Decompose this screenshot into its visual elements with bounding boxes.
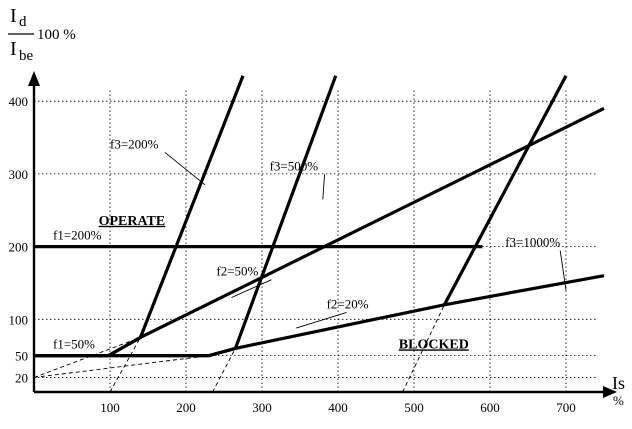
dashed-guide-line bbox=[109, 337, 141, 393]
characteristic-line bbox=[34, 75, 338, 358]
x-tick-label: 500 bbox=[404, 400, 424, 415]
annotation-label: f3=500% bbox=[270, 158, 319, 173]
axis-layer bbox=[28, 71, 617, 398]
dashed-guide-line bbox=[33, 355, 209, 378]
annotation-layer: f3=200% f3=500% f3=1000% f2=50% f2=20% f1=200… bbox=[53, 136, 567, 352]
characteristic-line bbox=[442, 75, 568, 306]
y-label-numerator-sub: d bbox=[19, 14, 27, 30]
characteristic-line bbox=[34, 274, 605, 358]
characteristic-line bbox=[107, 107, 605, 358]
annotation-leader-line bbox=[322, 174, 326, 200]
series-layer bbox=[34, 75, 605, 358]
y-axis-label: I d I be 100 % bbox=[8, 5, 76, 64]
dashed-guide-line bbox=[212, 348, 236, 393]
region-label: OPERATE bbox=[99, 214, 166, 229]
annotation-leader-line bbox=[164, 152, 206, 186]
y-label-numerator: I bbox=[10, 5, 17, 27]
tick-layer: 100 200 300 400 500 600 700 20 50 100 200 300 400 bbox=[9, 94, 576, 415]
x-tick-label: 100 bbox=[100, 400, 120, 415]
x-tick-label: 600 bbox=[480, 400, 500, 415]
x-label-main: Is bbox=[612, 373, 625, 393]
dashed-guide-line bbox=[33, 337, 141, 378]
guide-layer bbox=[33, 304, 445, 393]
y-tick-label: 50 bbox=[15, 349, 28, 364]
annotation-label: f1=50% bbox=[53, 336, 95, 351]
region-label: BLOCKED bbox=[399, 337, 469, 352]
y-tick-label: 400 bbox=[9, 94, 29, 109]
dashed-guide-line bbox=[402, 304, 445, 393]
annotation-label: f1=200% bbox=[53, 227, 102, 242]
y-label-denominator: I bbox=[10, 38, 17, 60]
annotation-label: f2=50% bbox=[216, 264, 258, 279]
annotation-leader-line bbox=[231, 279, 272, 298]
annotation-label: f3=200% bbox=[110, 136, 159, 151]
y-tick-label: 100 bbox=[9, 312, 29, 327]
y-tick-label: 20 bbox=[15, 370, 28, 385]
y-label-suffix: 100 % bbox=[37, 27, 76, 43]
y-tick-label: 200 bbox=[9, 240, 29, 255]
x-tick-label: 300 bbox=[252, 400, 272, 415]
y-axis-arrow bbox=[28, 71, 40, 86]
x-tick-label: 700 bbox=[556, 400, 576, 415]
y-tick-label: 300 bbox=[9, 167, 29, 182]
annotation-leader-line bbox=[296, 311, 347, 329]
annotation-leader-line bbox=[559, 250, 567, 291]
x-tick-label: 200 bbox=[176, 400, 196, 415]
x-axis-arrow bbox=[603, 386, 617, 398]
x-tick-label: 400 bbox=[328, 400, 348, 415]
annotation-label: f2=20% bbox=[327, 296, 369, 311]
x-axis-label: Is % bbox=[612, 373, 625, 408]
y-label-denominator-sub: be bbox=[19, 48, 34, 64]
annotation-label: f3=1000% bbox=[505, 235, 560, 250]
x-label-unit: % bbox=[613, 393, 624, 408]
